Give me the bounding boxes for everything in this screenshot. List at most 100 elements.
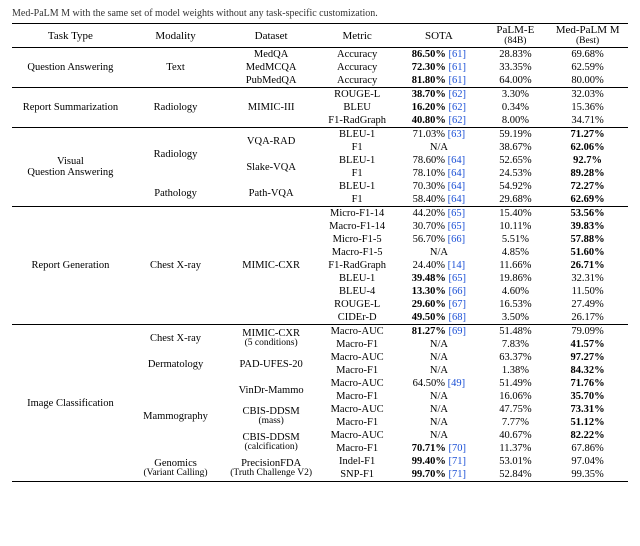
best-cell: 11.50%: [547, 285, 628, 298]
palme-cell: 52.65%: [484, 154, 548, 167]
palme-cell: 29.68%: [484, 193, 548, 207]
metric-cell: BLEU-1: [320, 272, 394, 285]
task-type-cell: Report Generation: [12, 207, 129, 325]
palme-cell: 53.01%: [484, 455, 548, 468]
metric-cell: Macro-AUC: [320, 429, 394, 442]
metric-cell: ROUGE-L: [320, 298, 394, 311]
modality-cell: Radiology: [129, 128, 222, 181]
metric-cell: Macro-F1: [320, 442, 394, 455]
dataset-cell: Slake-VQA: [222, 154, 320, 180]
modality-cell: Genomics(Variant Calling): [129, 455, 222, 482]
citation: [71]: [449, 469, 467, 480]
palme-cell: 0.34%: [484, 101, 548, 114]
sota-cell: N/A: [394, 141, 483, 154]
citation: [61]: [449, 49, 467, 60]
metric-cell: ROUGE-L: [320, 88, 394, 102]
best-cell: 71.76%: [547, 377, 628, 390]
citation: [49]: [448, 378, 466, 389]
metric-cell: Macro-AUC: [320, 325, 394, 339]
sota-cell: 49.50% [68]: [394, 311, 483, 325]
citation: [71]: [449, 456, 467, 467]
metric-cell: Macro-F1-14: [320, 220, 394, 233]
palme-cell: 16.06%: [484, 390, 548, 403]
best-cell: 35.70%: [547, 390, 628, 403]
modality-cell: Chest X-ray: [129, 325, 222, 352]
dataset-cell: VinDr-Mammo: [222, 377, 320, 403]
modality-cell: Pathology: [129, 180, 222, 207]
th-sota: SOTA: [394, 24, 483, 48]
citation: [14]: [448, 260, 466, 271]
citation: [69]: [449, 326, 467, 337]
best-cell: 62.06%: [547, 141, 628, 154]
metric-cell: Accuracy: [320, 74, 394, 88]
citation: [65]: [448, 208, 466, 219]
palme-cell: 3.50%: [484, 311, 548, 325]
citation: [65]: [449, 273, 467, 284]
best-cell: 73.31%: [547, 403, 628, 416]
table-row: Image ClassificationChest X-rayMIMIC-CXR…: [12, 325, 628, 339]
palme-cell: 1.38%: [484, 364, 548, 377]
metric-cell: Accuracy: [320, 61, 394, 74]
metric-cell: BLEU-1: [320, 154, 394, 167]
metric-cell: Accuracy: [320, 48, 394, 62]
palme-cell: 11.37%: [484, 442, 548, 455]
sota-cell: 38.70% [62]: [394, 88, 483, 102]
citation: [66]: [448, 234, 466, 245]
citation: [70]: [449, 443, 467, 454]
table-row: Report GenerationChest X-rayMIMIC-CXRMic…: [12, 207, 628, 221]
sota-cell: 70.30% [64]: [394, 180, 483, 193]
best-cell: 51.60%: [547, 246, 628, 259]
sota-cell: 71.03% [63]: [394, 128, 483, 142]
palme-cell: 28.83%: [484, 48, 548, 62]
modality-cell: Radiology: [129, 88, 222, 128]
task-type-cell: Question Answering: [12, 48, 129, 88]
metric-cell: F1: [320, 193, 394, 207]
palme-cell: 64.00%: [484, 74, 548, 88]
metric-cell: BLEU-4: [320, 285, 394, 298]
dataset-cell: MedMCQA: [222, 61, 320, 74]
metric-cell: CIDEr-D: [320, 311, 394, 325]
metric-cell: SNP-F1: [320, 468, 394, 482]
metric-cell: Macro-F1: [320, 338, 394, 351]
dataset-cell: VQA-RAD: [222, 128, 320, 155]
metric-cell: Macro-AUC: [320, 351, 394, 364]
palme-cell: 47.75%: [484, 403, 548, 416]
sota-cell: 56.70% [66]: [394, 233, 483, 246]
best-cell: 80.00%: [547, 74, 628, 88]
best-cell: 99.35%: [547, 468, 628, 482]
palme-cell: 7.83%: [484, 338, 548, 351]
sota-cell: 39.48% [65]: [394, 272, 483, 285]
sota-cell: 40.80% [62]: [394, 114, 483, 128]
best-cell: 92.7%: [547, 154, 628, 167]
best-cell: 89.28%: [547, 167, 628, 180]
metric-cell: Macro-F1-5: [320, 246, 394, 259]
modality-cell: Chest X-ray: [129, 207, 222, 325]
palme-cell: 59.19%: [484, 128, 548, 142]
palme-cell: 4.85%: [484, 246, 548, 259]
best-cell: 71.27%: [547, 128, 628, 142]
metric-cell: Micro-F1-5: [320, 233, 394, 246]
citation: [61]: [449, 75, 467, 86]
metric-cell: BLEU-1: [320, 180, 394, 193]
palme-cell: 52.84%: [484, 468, 548, 482]
sota-cell: 64.50% [49]: [394, 377, 483, 390]
palme-cell: 40.67%: [484, 429, 548, 442]
th-palme: PaLM-E(84B): [484, 24, 548, 48]
palme-cell: 10.11%: [484, 220, 548, 233]
palme-cell: 19.86%: [484, 272, 548, 285]
sota-cell: 29.60% [67]: [394, 298, 483, 311]
dataset-cell: MIMIC-III: [222, 88, 320, 128]
best-cell: 26.71%: [547, 259, 628, 272]
metric-cell: Macro-F1: [320, 416, 394, 429]
table-row: VisualQuestion AnsweringRadiologyVQA-RAD…: [12, 128, 628, 142]
sota-cell: 13.30% [66]: [394, 285, 483, 298]
caption-fragment: Med-PaLM M with the same set of model we…: [12, 8, 628, 19]
citation: [62]: [449, 89, 467, 100]
palme-cell: 11.66%: [484, 259, 548, 272]
task-type-cell: VisualQuestion Answering: [12, 128, 129, 207]
best-cell: 69.68%: [547, 48, 628, 62]
dataset-cell: PubMedQA: [222, 74, 320, 88]
dataset-cell: MIMIC-CXR: [222, 207, 320, 325]
citation: [64]: [448, 181, 466, 192]
metric-cell: Indel-F1: [320, 455, 394, 468]
